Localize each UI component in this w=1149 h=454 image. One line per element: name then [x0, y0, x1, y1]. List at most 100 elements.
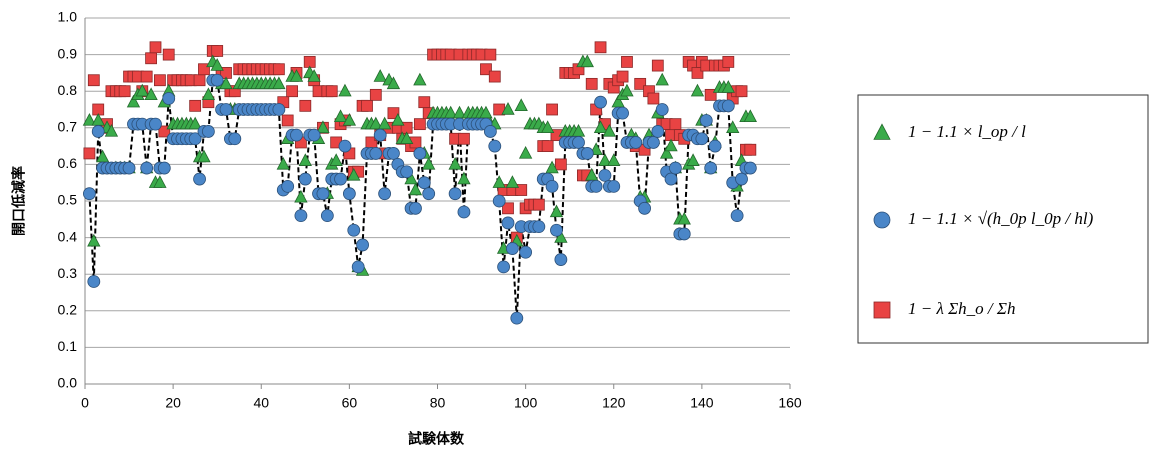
point — [210, 73, 224, 87]
point — [413, 147, 427, 160]
point — [307, 128, 321, 142]
point — [647, 136, 660, 149]
legend-marker — [873, 301, 891, 319]
x-tick-label: 0 — [81, 395, 89, 411]
point — [457, 205, 471, 219]
point — [400, 165, 414, 179]
point — [664, 138, 678, 152]
point — [135, 83, 149, 97]
point — [621, 56, 633, 68]
point — [501, 216, 515, 230]
legend-label: 1 − 1.1 × √(h_0p l_0p / hl) — [908, 209, 1094, 228]
point — [554, 230, 568, 243]
y-tick-label: 0.4 — [58, 228, 78, 244]
point — [545, 160, 559, 174]
point — [373, 69, 387, 82]
point — [351, 260, 365, 274]
point — [580, 147, 594, 160]
point — [83, 147, 96, 160]
y-tick-label: 0.0 — [58, 375, 78, 391]
point — [193, 172, 206, 186]
point — [386, 76, 401, 90]
point — [369, 88, 382, 101]
point — [448, 156, 462, 170]
point — [404, 171, 418, 185]
point — [457, 171, 471, 185]
y-tick-label: 0.9 — [58, 45, 78, 61]
point — [157, 161, 171, 175]
point — [492, 194, 506, 208]
point — [699, 114, 713, 127]
point — [294, 189, 308, 203]
point — [669, 161, 682, 175]
point — [316, 187, 330, 201]
x-tick-label: 140 — [690, 395, 714, 411]
y-tick-label: 0.6 — [58, 155, 78, 171]
y-tick-label: 0.5 — [58, 192, 78, 208]
point — [735, 85, 748, 98]
point — [417, 176, 431, 190]
y-tick-label: 0.7 — [58, 119, 78, 135]
point — [629, 136, 643, 149]
point — [686, 153, 700, 166]
point — [281, 179, 295, 193]
y-tick-label: 0.2 — [58, 302, 78, 318]
point — [510, 311, 524, 325]
point — [589, 179, 603, 193]
x-tick-label: 60 — [342, 395, 358, 411]
point — [541, 140, 554, 153]
point — [126, 94, 141, 108]
point — [329, 153, 343, 166]
point — [721, 99, 735, 113]
point — [188, 116, 202, 130]
x-tick-label: 100 — [514, 395, 538, 411]
point — [545, 179, 559, 193]
point — [669, 118, 682, 131]
point — [149, 41, 162, 54]
point — [299, 99, 312, 112]
y-tick-label: 0.8 — [58, 82, 78, 98]
point — [219, 76, 233, 90]
point — [272, 63, 285, 76]
point — [316, 120, 330, 134]
point — [743, 161, 757, 175]
point — [532, 198, 545, 211]
point — [193, 74, 206, 87]
point — [647, 92, 660, 105]
point — [91, 125, 105, 138]
point — [638, 201, 651, 215]
point — [333, 109, 348, 123]
point — [480, 63, 492, 76]
legend-box — [857, 94, 1149, 344]
point — [721, 80, 735, 93]
y-tick-label: 0.3 — [58, 265, 78, 281]
point — [298, 153, 312, 166]
point — [659, 145, 674, 159]
point — [519, 245, 533, 259]
x-axis-label: 試験体数 — [408, 431, 465, 447]
point — [83, 187, 96, 201]
point — [546, 103, 558, 116]
point — [677, 211, 691, 225]
point — [149, 117, 162, 131]
point — [488, 139, 502, 153]
point — [228, 132, 242, 146]
point — [281, 114, 294, 127]
x-tick-label: 20 — [165, 395, 181, 411]
point — [162, 48, 175, 61]
point — [387, 107, 400, 120]
point — [655, 103, 669, 116]
point — [378, 187, 392, 201]
point — [422, 156, 436, 170]
point — [408, 182, 423, 196]
point — [87, 74, 100, 87]
point — [361, 99, 373, 112]
point — [409, 201, 422, 215]
point — [197, 149, 211, 163]
point — [210, 58, 224, 71]
point — [140, 70, 153, 83]
point — [334, 172, 347, 186]
point — [272, 76, 286, 90]
point — [145, 52, 157, 65]
point — [377, 116, 392, 130]
